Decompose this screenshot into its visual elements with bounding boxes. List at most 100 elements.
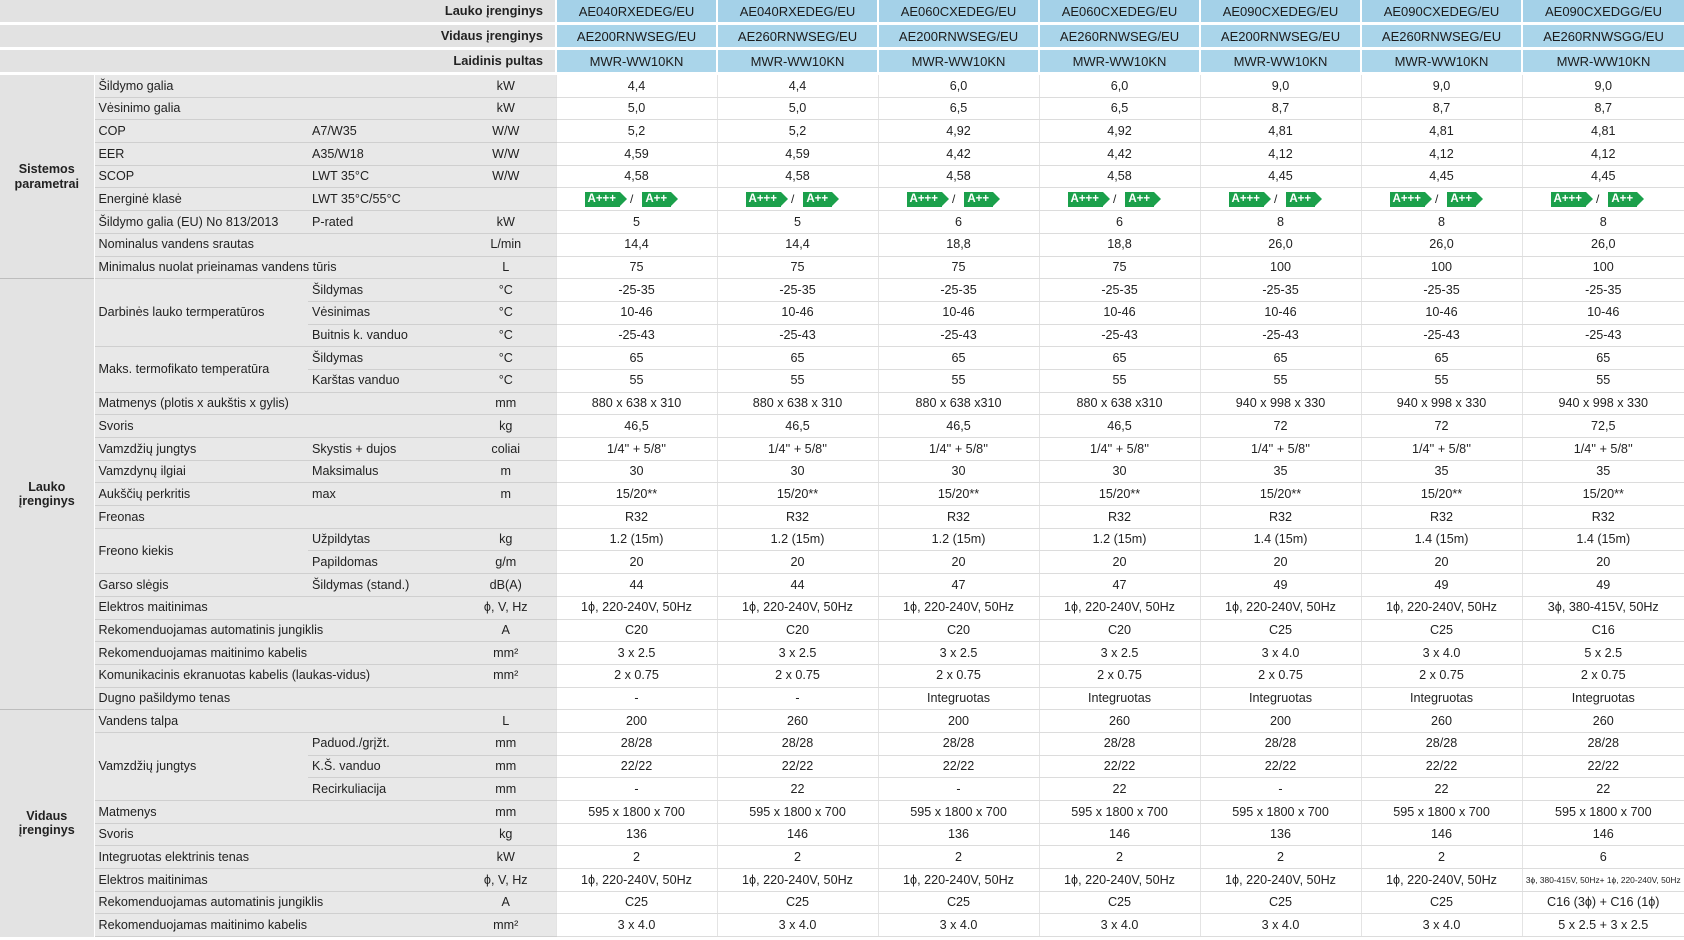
spec-value: A+++ / A++ — [1360, 187, 1523, 212]
spec-value: 35 — [1360, 460, 1523, 484]
spec-value: 3 x 4.0 — [555, 913, 718, 938]
spec-value: 2 — [555, 845, 718, 870]
spec-value: 1/4'' + 5/8'' — [1038, 437, 1201, 461]
spec-value: 4,92 — [1038, 119, 1201, 144]
spec-value: 8 — [1360, 210, 1523, 234]
parameter-label: Rekomenduojamas maitinimo kabelis — [94, 641, 456, 665]
spec-value: 2 x 0.75 — [1360, 664, 1523, 688]
parameter-condition: LWT 35°C — [308, 165, 456, 189]
parameter-label: COP — [94, 119, 308, 144]
spec-value: 22/22 — [555, 755, 718, 779]
spec-value: 2 x 0.75 — [1199, 664, 1362, 688]
spec-value: 1/4'' + 5/8'' — [1360, 437, 1523, 461]
spec-value: 4,12 — [1199, 142, 1362, 166]
spec-value: 4,92 — [877, 119, 1040, 144]
spec-value: 30 — [1038, 460, 1201, 484]
unit: mm — [456, 732, 557, 756]
spec-row: Vamzdynų ilgiai Maksimalus m 30 30 30 30 35 35 35 — [0, 460, 1684, 484]
model-name: AE040RXEDEG/EU — [716, 0, 879, 25]
parameter-condition: Papildomas — [308, 550, 456, 575]
spec-value: 1.2 (15m) — [716, 528, 879, 552]
spec-value: 6,0 — [877, 73, 1040, 98]
spec-value: 200 — [555, 709, 718, 733]
unit: ϕ, V, Hz — [456, 868, 557, 892]
spec-value: 1ϕ, 220-240V, 50Hz — [1038, 868, 1201, 892]
spec-row: Rekomenduojamas automatinis jungiklis A C2… — [0, 619, 1684, 643]
spec-value: 30 — [555, 460, 718, 484]
parameter-label: Dugno pašildymo tenas — [94, 687, 456, 711]
parameter-condition: A35/W18 — [308, 142, 456, 166]
spec-value: 22/22 — [716, 755, 879, 779]
spec-value: -25-43 — [1038, 324, 1201, 348]
spec-value: -25-35 — [555, 278, 718, 302]
unit: kW — [456, 210, 557, 234]
spec-value: 22 — [716, 777, 879, 801]
energy-class: A+++ / A++ — [1362, 191, 1522, 207]
spec-value: 4,81 — [1521, 119, 1684, 144]
spec-row: Buitnis k. vanduo °C -25-43 -25-43 -25-43 -25… — [0, 324, 1684, 348]
spec-row: Garso slėgis Šildymas (stand.) dB(A) 44 44 47… — [0, 573, 1684, 597]
spec-value: 2 x 0.75 — [1521, 664, 1684, 688]
spec-row: Matmenys (plotis x aukštis x gylis) mm 880… — [0, 392, 1684, 416]
unit: W/W — [456, 165, 557, 189]
spec-value: 1ϕ, 220-240V, 50Hz — [716, 868, 879, 892]
model-name: AE090CXEDEG/EU — [1360, 0, 1523, 25]
spec-value: Integruotas — [1521, 687, 1684, 711]
header-row-label: Lauko įrenginys — [308, 0, 557, 25]
spec-value: 10-46 — [1360, 301, 1523, 325]
unit: mm — [456, 755, 557, 779]
spec-value: 4,59 — [555, 142, 718, 166]
spec-value: 55 — [716, 369, 879, 393]
header-row: Laidinis pultas MWR-WW10KN MWR-WW10KN MWR-W… — [0, 48, 1684, 75]
spec-value: 72 — [1199, 414, 1362, 438]
spec-value: -25-43 — [716, 324, 879, 348]
spec-value: Integruotas — [1199, 687, 1362, 711]
spec-value: 595 x 1800 x 700 — [1038, 800, 1201, 824]
spec-value: 1/4'' + 5/8'' — [877, 437, 1040, 461]
spec-value: 4,58 — [877, 165, 1040, 189]
unit: L/min — [456, 233, 557, 257]
energy-badge-heating-55: A++ — [642, 191, 678, 207]
spec-value: 47 — [1038, 573, 1201, 597]
spec-value: 1ϕ, 220-240V, 50Hz — [555, 868, 718, 892]
separator: / — [951, 192, 956, 207]
unit: ϕ, V, Hz — [456, 596, 557, 620]
spec-row: Matmenys mm 595 x 1800 x 700 595 x 1800 x 7… — [0, 800, 1684, 824]
header-row: Lauko įrenginys AE040RXEDEG/EU AE040RXEDEG… — [0, 0, 1684, 25]
parameter-label: Vamzdynų ilgiai — [94, 460, 308, 484]
model-name: AE200RNWSEG/EU — [1199, 23, 1362, 50]
spec-value: 595 x 1800 x 700 — [1199, 800, 1362, 824]
spec-value: 100 — [1199, 256, 1362, 280]
spec-value: 65 — [716, 346, 879, 370]
spec-value: 3 x 4.0 — [1360, 641, 1523, 665]
spec-value: 55 — [555, 369, 718, 393]
spec-value: Integruotas — [877, 687, 1040, 711]
spec-value: 55 — [1199, 369, 1362, 393]
parameter-label: Aukščių perkritis — [94, 482, 308, 507]
separator: / — [1595, 192, 1600, 207]
spec-value: 940 x 998 x 330 — [1199, 392, 1362, 416]
parameter-label: EER — [94, 142, 308, 166]
spec-value: 20 — [1038, 550, 1201, 575]
spec-value: 5 x 2.5 — [1521, 641, 1684, 665]
separator: / — [629, 192, 634, 207]
spec-value: 15/20** — [1199, 482, 1362, 507]
spec-value: 35 — [1521, 460, 1684, 484]
spec-value: 3ϕ, 380-415V, 50Hz — [1521, 596, 1684, 620]
spec-value: 20 — [716, 550, 879, 575]
spec-value: R32 — [1038, 505, 1201, 529]
unit — [456, 187, 557, 212]
spec-value: 49 — [1360, 573, 1523, 597]
parameter-label: Rekomenduojamas maitinimo kabelis — [94, 913, 456, 938]
group-label: Sistemos parametrai — [0, 73, 95, 279]
spec-value: 20 — [1360, 550, 1523, 575]
spec-value: 3ϕ, 380-415V, 50Hz+ 1ϕ, 220-240V, 50Hz — [1521, 868, 1684, 892]
unit: mm² — [456, 664, 557, 688]
parameter-condition: Buitnis k. vanduo — [308, 324, 456, 348]
spec-value: 200 — [1199, 709, 1362, 733]
energy-class: A+++ / A++ — [557, 191, 717, 207]
parameter-label: Elektros maitinimas — [94, 596, 456, 620]
spec-value: 1/4'' + 5/8'' — [716, 437, 879, 461]
energy-class: A+++ / A++ — [1201, 191, 1361, 207]
spec-row: Aukščių perkritis max m 15/20** 15/20** 15/20… — [0, 482, 1684, 507]
